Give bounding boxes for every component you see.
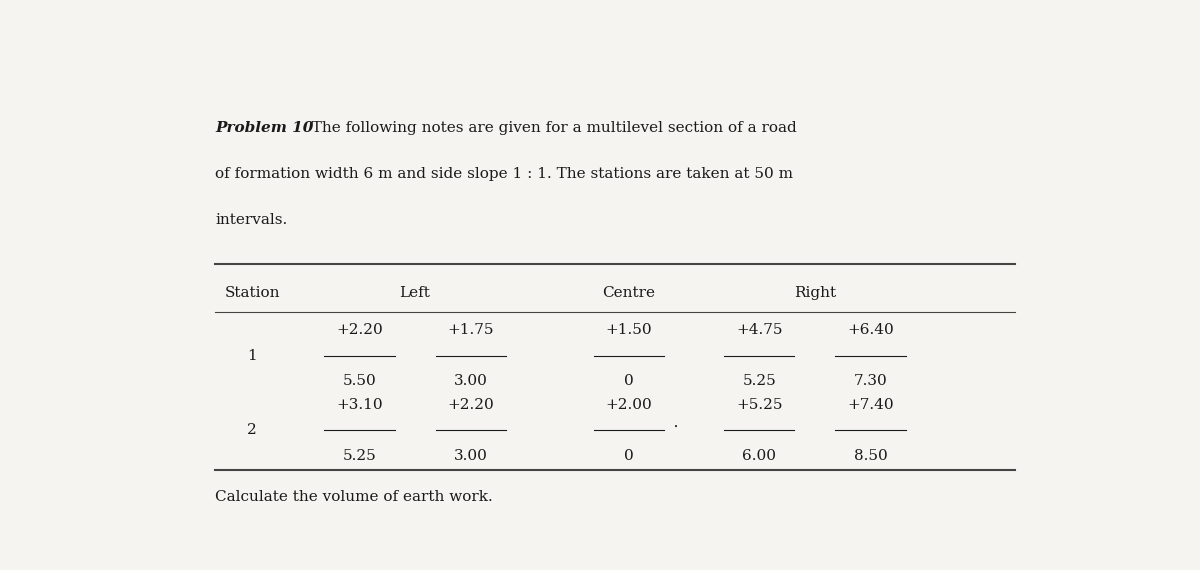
Text: Calculate the volume of earth work.: Calculate the volume of earth work.: [215, 490, 493, 504]
Text: +4.75: +4.75: [736, 323, 782, 337]
Text: 0: 0: [624, 374, 634, 388]
Text: of formation width 6 m and side slope 1 : 1. The stations are taken at 50 m: of formation width 6 m and side slope 1 …: [215, 167, 793, 181]
Text: +7.40: +7.40: [847, 398, 894, 412]
Text: 3.00: 3.00: [454, 374, 487, 388]
Text: +2.20: +2.20: [448, 398, 494, 412]
Text: 2: 2: [247, 424, 257, 438]
Text: 5.25: 5.25: [743, 374, 776, 388]
Text: 7.30: 7.30: [854, 374, 888, 388]
Text: +3.10: +3.10: [336, 398, 383, 412]
Text: 0: 0: [624, 449, 634, 463]
Text: +6.40: +6.40: [847, 323, 894, 337]
Text: Station: Station: [224, 286, 280, 300]
Text: +1.75: +1.75: [448, 323, 494, 337]
Text: The following notes are given for a multilevel section of a road: The following notes are given for a mult…: [301, 121, 797, 135]
Text: Left: Left: [400, 286, 431, 300]
Text: 6.00: 6.00: [742, 449, 776, 463]
Text: Right: Right: [794, 286, 836, 300]
Text: 1: 1: [247, 349, 257, 363]
Text: +2.20: +2.20: [336, 323, 383, 337]
Text: +5.25: +5.25: [736, 398, 782, 412]
Text: •: •: [673, 423, 678, 431]
Text: intervals.: intervals.: [215, 213, 287, 227]
Text: Problem 10: Problem 10: [215, 121, 313, 135]
Text: 3.00: 3.00: [454, 449, 487, 463]
Text: Centre: Centre: [602, 286, 655, 300]
Text: +1.50: +1.50: [606, 323, 653, 337]
Text: +2.00: +2.00: [606, 398, 653, 412]
Text: 8.50: 8.50: [854, 449, 888, 463]
Text: 5.50: 5.50: [342, 374, 376, 388]
Text: 5.25: 5.25: [342, 449, 376, 463]
